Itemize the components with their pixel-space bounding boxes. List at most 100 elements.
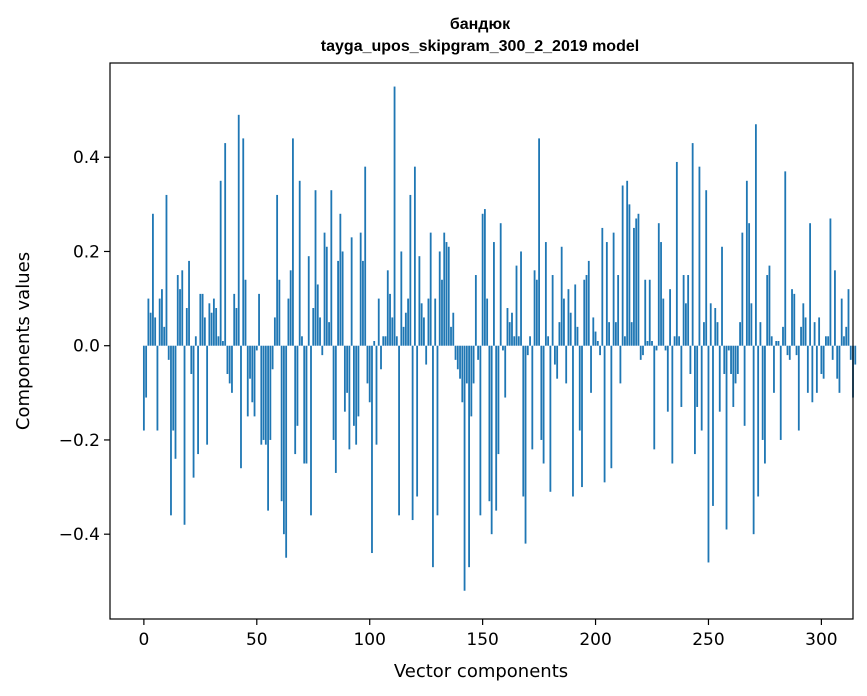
- y-axis-ticks: −0.4 −0.2 0.0 0.2 0.4: [59, 148, 110, 545]
- x-tick-label: 150: [466, 630, 498, 650]
- bar-209: [614, 322, 617, 346]
- bar-133: [443, 232, 446, 346]
- bar-297: [813, 322, 816, 346]
- bar-128: [432, 345, 434, 568]
- bar-140: [459, 345, 461, 379]
- bar-99: [366, 345, 369, 384]
- plot-area-frame: [109, 62, 854, 620]
- bar-17: [181, 270, 184, 346]
- bar-243: [691, 143, 694, 346]
- bar-68: [296, 345, 299, 426]
- bar-280: [775, 341, 778, 346]
- bar-65: [289, 270, 292, 346]
- bar-295: [809, 223, 811, 346]
- bar-85: [334, 345, 337, 473]
- bar-260: [730, 345, 732, 374]
- bar-129: [434, 298, 437, 346]
- bar-9: [163, 326, 166, 346]
- bar-22: [192, 345, 195, 478]
- bar-7: [158, 298, 161, 346]
- bar-175: [538, 138, 540, 346]
- bar-84: [332, 345, 335, 440]
- bar-160: [504, 345, 507, 398]
- bar-252: [712, 345, 714, 506]
- bar-94: [355, 345, 358, 445]
- bar-126: [427, 298, 430, 346]
- bar-77: [316, 284, 319, 346]
- bar-232: [666, 345, 669, 412]
- bar-278: [770, 336, 773, 346]
- bar-50: [255, 345, 258, 351]
- bar-180: [549, 345, 552, 492]
- bar-97: [362, 260, 364, 346]
- bar-31: [212, 298, 215, 346]
- bar-237: [678, 336, 681, 346]
- bar-41: [235, 308, 238, 346]
- bar-241: [687, 275, 690, 346]
- y-tick-label: 0.2: [73, 242, 100, 262]
- bar-146: [472, 345, 475, 384]
- bar-18: [183, 345, 186, 525]
- bar-158: [499, 223, 502, 346]
- bar-30: [210, 312, 213, 346]
- y-tick-label: −0.2: [59, 431, 100, 451]
- bar-220: [639, 345, 642, 360]
- bar-34: [219, 180, 222, 346]
- bar-288: [793, 293, 796, 346]
- bar-313: [849, 345, 852, 360]
- bar-26: [201, 293, 204, 346]
- bar-231: [664, 345, 667, 351]
- bar-269: [750, 303, 753, 346]
- bar-242: [689, 345, 692, 374]
- bar-229: [660, 242, 662, 346]
- bar-104: [377, 298, 380, 346]
- bar-8: [161, 289, 163, 346]
- x-tick-label: 200: [579, 630, 611, 650]
- bar-116: [404, 312, 407, 346]
- bar-225: [651, 341, 653, 346]
- bar-88: [341, 251, 344, 346]
- bar-89: [343, 345, 346, 412]
- bar-303: [827, 336, 830, 346]
- bar-198: [590, 345, 592, 393]
- bar-166: [517, 336, 520, 346]
- bar-62: [282, 345, 285, 535]
- bar-134: [445, 242, 448, 346]
- bar-113: [398, 345, 400, 516]
- x-tick-label: 50: [246, 630, 268, 650]
- bar-161: [506, 308, 509, 346]
- bar-277: [768, 265, 771, 346]
- bar-132: [441, 279, 443, 346]
- bar-43: [240, 345, 242, 469]
- bar-301: [822, 345, 825, 379]
- bar-247: [700, 345, 703, 431]
- bar-286: [788, 345, 791, 360]
- bar-93: [353, 345, 355, 426]
- bar-148: [477, 345, 480, 360]
- bar-40: [233, 293, 236, 346]
- bar-4: [152, 213, 154, 346]
- bar-149: [479, 345, 482, 516]
- bar-240: [684, 303, 687, 346]
- bar-0: [142, 345, 145, 431]
- bar-86: [337, 260, 339, 346]
- bar-213: [624, 336, 626, 346]
- bar-139: [456, 345, 459, 370]
- bar-54: [264, 345, 267, 445]
- bar-281: [777, 341, 780, 346]
- bar-37: [226, 345, 229, 374]
- bar-188: [567, 289, 570, 346]
- bar-105: [380, 345, 382, 370]
- bar-46: [246, 345, 249, 417]
- bar-52: [260, 345, 263, 445]
- bar-145: [470, 345, 473, 417]
- bar-216: [630, 322, 633, 346]
- bar-138: [454, 345, 457, 360]
- bar-71: [303, 345, 306, 464]
- bar-118: [409, 194, 412, 346]
- bars-group: [142, 86, 857, 591]
- bar-47: [249, 345, 251, 379]
- bar-59: [276, 194, 279, 346]
- bar-16: [179, 289, 181, 346]
- bar-177: [542, 345, 545, 464]
